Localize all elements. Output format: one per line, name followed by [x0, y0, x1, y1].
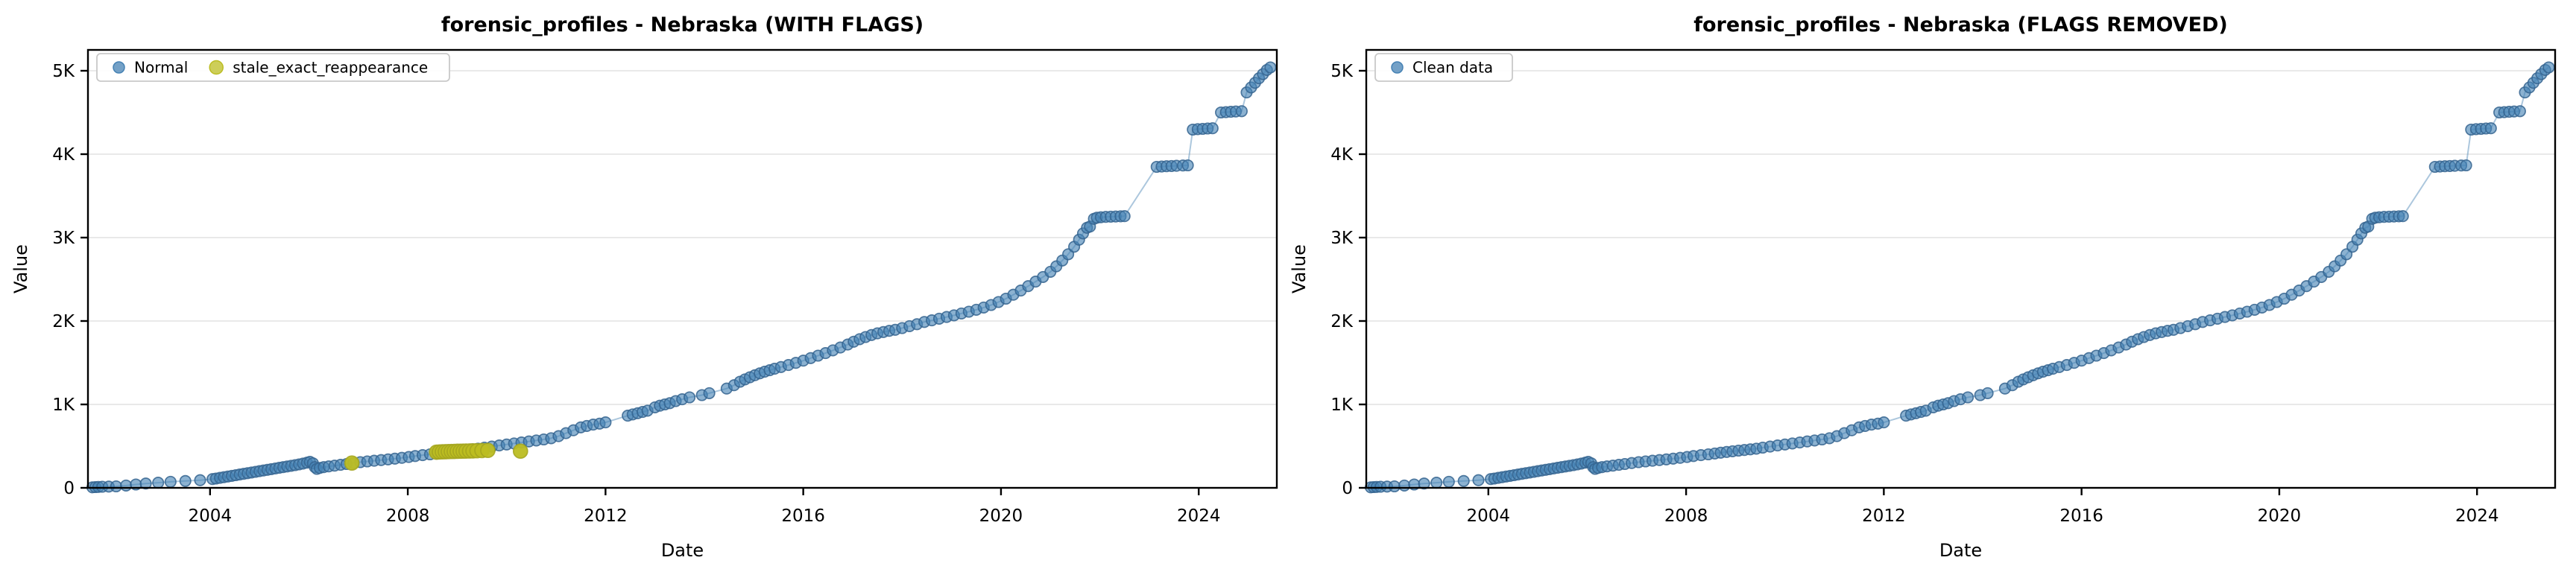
- data-point: [1457, 474, 1470, 487]
- data-point: [2542, 61, 2555, 74]
- data-point: [2460, 159, 2472, 172]
- series-normal: [86, 61, 1277, 494]
- data-point: [480, 442, 496, 459]
- y-tick-label: 4K: [52, 145, 75, 165]
- data-point: [1962, 391, 1974, 404]
- data-point: [1472, 474, 1485, 486]
- data-point: [2484, 122, 2497, 135]
- x-tick-label: 2004: [189, 506, 233, 526]
- y-axis: 0 1K 2K 3K 4K 5K: [1330, 62, 1366, 498]
- data-point: [1181, 159, 1194, 172]
- data-point: [1418, 477, 1430, 490]
- x-tick-label: 2016: [2059, 506, 2103, 526]
- data-point: [703, 387, 716, 399]
- y-tick-label: 3K: [1330, 229, 1354, 248]
- data-point: [1264, 61, 1277, 74]
- data-point: [120, 479, 133, 492]
- series-clean-data: [1364, 61, 2555, 494]
- data-point: [512, 443, 528, 460]
- x-tick-label: 2004: [1467, 506, 1511, 526]
- legend-marker-icon: [113, 61, 125, 74]
- series-stale-exact-reappearance: [344, 442, 528, 471]
- x-tick-label: 2020: [2258, 506, 2302, 526]
- x-tick-label: 2020: [979, 506, 1023, 526]
- data-point: [1442, 475, 1455, 488]
- legend-marker-icon: [209, 60, 224, 75]
- data-point: [110, 480, 122, 493]
- chart-with-flags-canvas: 2004 2008 2012 2016 2020 2024 0 1K 2K 3K 4K 5K foren…: [10, 13, 1278, 561]
- chart-flags-removed-canvas: 2004 2008 2012 2016 2020 2024 0 1K 2K 3K 4K 5K foren…: [1289, 13, 2557, 561]
- data-point: [164, 475, 177, 488]
- data-point: [1388, 480, 1401, 493]
- y-tick-label: 3K: [52, 229, 75, 248]
- x-tick-label: 2012: [1862, 506, 1906, 526]
- y-tick-label: 2K: [52, 312, 75, 331]
- y-axis: 0 1K 2K 3K 4K 5K: [52, 62, 88, 498]
- x-axis-label: Date: [661, 540, 704, 561]
- y-tick-label: 1K: [52, 395, 75, 415]
- y-axis-label: Value: [10, 244, 31, 293]
- x-axis: 2004 2008 2012 2016 2020 2024: [189, 488, 1221, 526]
- y-axis-label: Value: [1289, 244, 1310, 293]
- chart-with-flags-wrap: 2004 2008 2012 2016 2020 2024 0 1K 2K 3K 4K 5K foren…: [10, 13, 1278, 561]
- data-point: [1878, 416, 1890, 429]
- legend-label: Normal: [134, 59, 188, 77]
- data-point: [684, 391, 696, 404]
- x-tick-label: 2008: [386, 506, 430, 526]
- x-axis-label: Date: [1939, 540, 1982, 561]
- y-tick-label: 0: [63, 479, 75, 498]
- legend-marker-icon: [1391, 61, 1404, 74]
- x-tick-label: 2016: [781, 506, 825, 526]
- data-point: [1118, 210, 1131, 223]
- data-point: [139, 477, 152, 490]
- y-tick-label: 5K: [1330, 62, 1354, 81]
- data-point: [1206, 122, 1219, 135]
- gridlines: [1366, 70, 2555, 405]
- gridlines: [88, 70, 1277, 405]
- legend-label: stale_exact_reappearance: [233, 59, 428, 77]
- x-axis: 2004 2008 2012 2016 2020 2024: [1467, 488, 2499, 526]
- legend-label: Clean data: [1412, 59, 1493, 77]
- y-tick-label: 4K: [1330, 145, 1354, 165]
- y-tick-label: 2K: [1330, 312, 1354, 331]
- data-point: [2513, 105, 2526, 118]
- chart-title: forensic_profiles - Nebraska (FLAGS REMO…: [1693, 13, 2228, 36]
- data-point: [179, 474, 192, 487]
- x-tick-label: 2008: [1664, 506, 1708, 526]
- plot-frame: [86, 48, 1278, 489]
- data-point: [152, 477, 165, 489]
- chart-title: forensic_profiles - Nebraska (WITH FLAGS…: [441, 13, 924, 36]
- data-point: [1398, 479, 1411, 492]
- chart-flags-removed-wrap: 2004 2008 2012 2016 2020 2024 0 1K 2K 3K 4K 5K foren…: [1288, 0, 2576, 572]
- x-tick-label: 2024: [2455, 506, 2499, 526]
- legend: Normal stale_exact_reappearance: [96, 53, 450, 82]
- data-point: [1981, 387, 1994, 399]
- plot-frame: [1365, 48, 2557, 489]
- data-point: [344, 455, 360, 471]
- x-tick-label: 2012: [584, 506, 628, 526]
- legend: Clean data: [1374, 53, 1513, 82]
- y-tick-label: 5K: [52, 62, 75, 81]
- x-tick-label: 2024: [1177, 506, 1221, 526]
- data-point: [599, 416, 612, 429]
- data-point: [194, 474, 206, 486]
- data-point: [2396, 210, 2409, 223]
- data-point: [1235, 105, 1248, 118]
- y-tick-label: 0: [1342, 479, 1353, 498]
- data-point: [1430, 477, 1443, 489]
- y-tick-label: 1K: [1330, 395, 1354, 415]
